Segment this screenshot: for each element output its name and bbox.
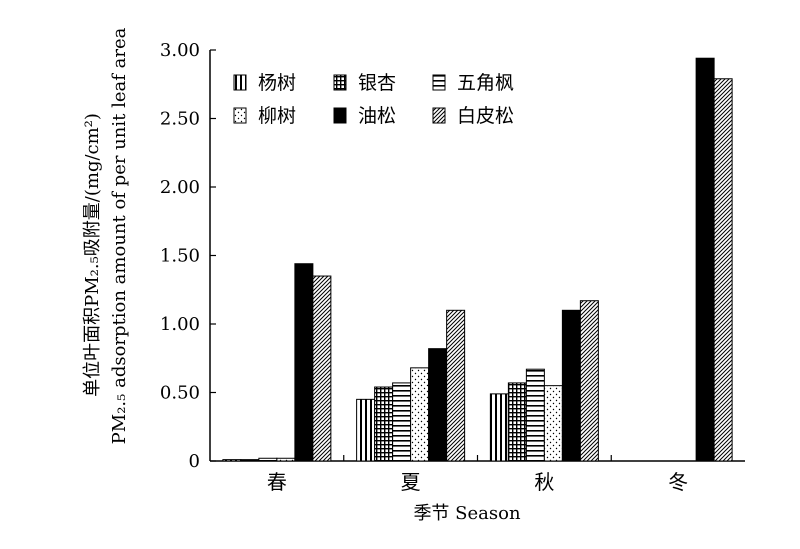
bar-白皮松-冬	[713, 78, 733, 462]
bar-五角枫-春	[258, 457, 278, 462]
bar-油松-春	[294, 263, 314, 462]
bar-杨树-秋	[489, 393, 509, 462]
bar-柳树-秋	[543, 385, 563, 462]
bar-银杏-春	[240, 459, 260, 462]
x-tick-label: 秋	[534, 470, 554, 494]
bar-五角枫-夏	[392, 382, 412, 462]
y-tick-label: 0	[189, 451, 200, 472]
bar-杨树-春	[222, 459, 242, 462]
legend-swatch	[432, 74, 446, 91]
legend-swatch	[333, 74, 347, 91]
legend-swatch	[233, 74, 247, 91]
y-tick-label: 1.00	[160, 314, 200, 335]
x-tick-label: 夏	[401, 470, 421, 494]
legend-swatch	[333, 107, 347, 124]
bars	[222, 57, 733, 462]
legend-label: 油松	[358, 105, 396, 127]
legend-label: 白皮松	[457, 105, 514, 127]
bar-柳树-夏	[410, 367, 430, 462]
bar-银杏-夏	[374, 386, 394, 462]
bar-杨树-夏	[356, 398, 376, 462]
y-axis-title-line1: 单位叶面积PM₂.₅吸附量/(mg/cm²)	[82, 113, 103, 397]
y-tick-label: 0.50	[160, 383, 200, 404]
x-axis-title: 季节 Season	[413, 503, 521, 524]
bar-油松-秋	[561, 309, 581, 462]
x-tick-label: 春	[267, 470, 287, 494]
legend-label: 杨树	[258, 72, 296, 94]
y-ticks: 0 0.50 1.00 1.50 2.00 2.50 3.00	[160, 40, 216, 472]
legend-swatch	[432, 107, 446, 124]
bar-油松-夏	[428, 348, 448, 462]
bar-白皮松-夏	[446, 309, 466, 462]
y-tick-label: 3.00	[160, 40, 200, 61]
legend-swatch	[233, 107, 247, 124]
legend-label: 五角枫	[457, 72, 514, 94]
bar-五角枫-秋	[525, 368, 545, 462]
y-tick-label: 1.50	[160, 246, 200, 267]
legend-label: 柳树	[258, 105, 296, 127]
bar-柳树-春	[276, 457, 296, 462]
x-tick-label: 冬	[668, 470, 688, 494]
x-ticks: 春夏秋冬	[267, 455, 688, 494]
bar-白皮松-春	[312, 275, 332, 462]
legend-label: 银杏	[358, 72, 396, 94]
bar-白皮松-秋	[579, 300, 599, 462]
bar-银杏-秋	[507, 382, 527, 462]
y-axis-title-line2: PM₂.₅ adsorption amount of per unit leaf…	[109, 27, 130, 444]
y-tick-label: 2.50	[160, 109, 200, 130]
y-tick-label: 2.00	[160, 177, 200, 198]
bar-油松-冬	[695, 57, 715, 462]
